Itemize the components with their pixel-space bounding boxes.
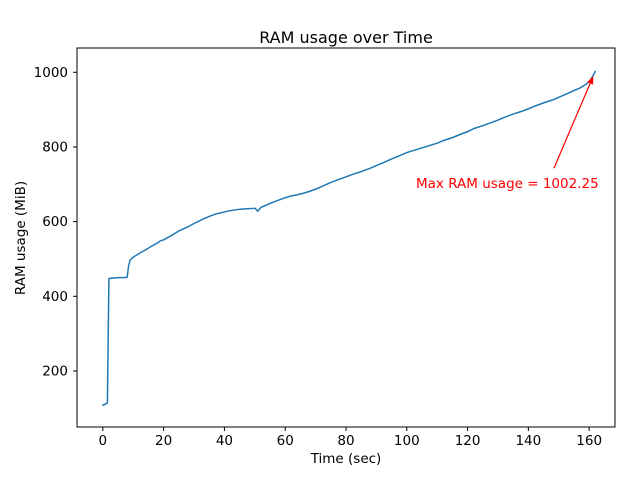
x-tick-label: 0	[99, 433, 108, 449]
annotation-arrow-head	[587, 76, 594, 85]
x-tick-label: 140	[515, 433, 541, 449]
y-tick-label: 1000	[34, 65, 68, 81]
y-tick-label: 200	[42, 363, 68, 379]
x-tick-label: 100	[394, 433, 420, 449]
ram-usage-line	[102, 70, 596, 407]
x-axis-label: Time (sec)	[310, 451, 382, 467]
x-tick-label: 120	[455, 433, 481, 449]
max-ram-annotation: Max RAM usage = 1002.25	[416, 176, 599, 192]
chart-title: RAM usage over Time	[259, 28, 433, 47]
y-tick-label: 600	[42, 214, 68, 230]
y-tick-label: 800	[42, 139, 68, 155]
x-tick-label: 160	[576, 433, 602, 449]
x-tick-label: 60	[277, 433, 294, 449]
x-tick-label: 20	[155, 433, 172, 449]
y-axis-label: RAM usage (MiB)	[13, 180, 29, 296]
x-tick-label: 80	[337, 433, 354, 449]
plot-border	[76, 47, 616, 428]
x-tick-label: 40	[216, 433, 233, 449]
y-tick-label: 400	[42, 289, 68, 305]
annotation-arrow-shaft	[553, 83, 591, 169]
